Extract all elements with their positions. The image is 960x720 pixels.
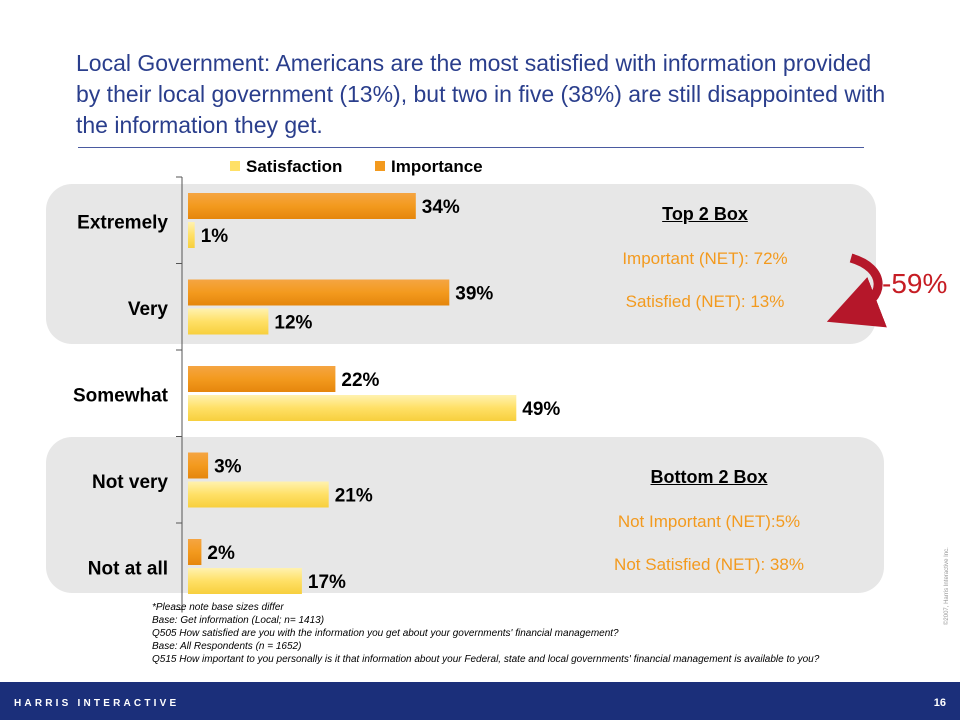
data-label-importance: 34% bbox=[422, 197, 460, 218]
data-label-importance: 2% bbox=[207, 543, 235, 564]
data-label-satisfaction: 17% bbox=[308, 572, 346, 593]
top-box-satisfied: Satisfied (NET): 13% bbox=[625, 292, 785, 311]
data-label-importance: 39% bbox=[455, 284, 493, 305]
bar-importance bbox=[188, 193, 416, 219]
page-number: 16 bbox=[933, 697, 946, 709]
footnote-line: Q515 How important to you personally is … bbox=[152, 654, 820, 665]
top-box-panel bbox=[46, 184, 876, 344]
category-label: Extremely bbox=[77, 212, 168, 233]
copyright-notice: ©2007, Harris Interactive Inc. bbox=[944, 547, 950, 625]
category-label: Very bbox=[128, 299, 169, 320]
legend-label: Importance bbox=[391, 157, 483, 176]
title-divider bbox=[78, 147, 864, 148]
legend-swatch bbox=[230, 161, 240, 171]
bar-satisfaction bbox=[188, 222, 195, 248]
delta-arrow-icon bbox=[826, 253, 887, 328]
data-label-satisfaction: 1% bbox=[201, 226, 229, 247]
bottom-box-panel bbox=[46, 437, 884, 593]
data-label-importance: 22% bbox=[341, 370, 379, 391]
footnote-line: *Please note base sizes differ bbox=[152, 602, 284, 613]
bar-importance bbox=[188, 279, 450, 306]
bar-importance bbox=[188, 366, 336, 392]
category-label: Not at all bbox=[88, 558, 168, 579]
data-label-satisfaction: 12% bbox=[274, 313, 312, 334]
slide-title: Local Government: Americans are the most… bbox=[76, 50, 886, 138]
bottom-box-not-satisfied: Not Satisfied (NET): 38% bbox=[614, 555, 804, 574]
gap-value: -59% bbox=[882, 268, 948, 299]
category-label: Somewhat bbox=[73, 385, 169, 406]
footnotes: *Please note base sizes differ Base: Get… bbox=[152, 601, 819, 666]
bar-satisfaction bbox=[188, 568, 302, 594]
top-box-important: Important (NET): 72% bbox=[622, 249, 788, 268]
legend-label: Satisfaction bbox=[246, 157, 342, 176]
footer-bar bbox=[0, 682, 960, 720]
bar-importance bbox=[188, 539, 202, 565]
bar-satisfaction bbox=[188, 481, 329, 508]
data-label-satisfaction: 49% bbox=[522, 399, 560, 420]
legend-swatch bbox=[375, 161, 385, 171]
footnote-line: Base: All Respondents (n = 1652) bbox=[152, 641, 302, 652]
bar-satisfaction bbox=[188, 395, 517, 421]
top-box-heading: Top 2 Box bbox=[662, 204, 748, 224]
category-label: Not very bbox=[92, 472, 168, 493]
bar-importance bbox=[188, 452, 209, 479]
bottom-box-heading: Bottom 2 Box bbox=[650, 467, 768, 487]
bottom-box-not-important: Not Important (NET):5% bbox=[617, 512, 801, 531]
bar-satisfaction bbox=[188, 308, 269, 335]
data-label-importance: 3% bbox=[214, 457, 242, 478]
footnote-line: Base: Get information (Local; n= 1413) bbox=[152, 615, 325, 626]
data-label-satisfaction: 21% bbox=[335, 486, 373, 507]
footnote-line: Q505 How satisfied are you with the info… bbox=[152, 628, 619, 639]
footer-brand: HARRIS INTERACTIVE bbox=[14, 698, 180, 709]
